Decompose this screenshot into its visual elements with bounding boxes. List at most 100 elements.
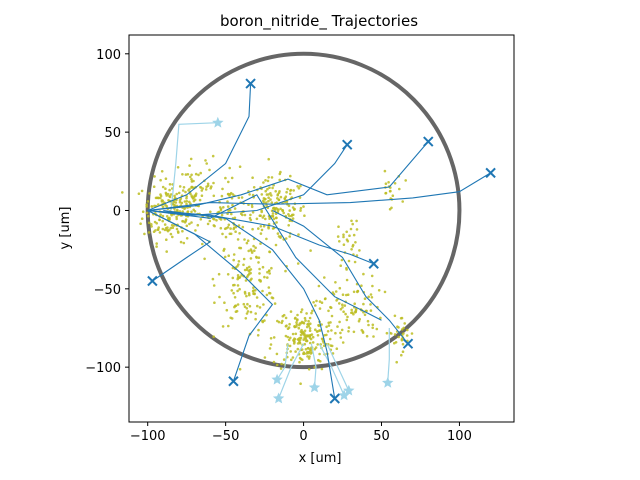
particle-point: [402, 326, 406, 330]
particle-point: [267, 199, 270, 203]
particle-point: [181, 210, 184, 213]
particle-point: [281, 209, 285, 212]
particle-point: [236, 238, 240, 241]
particle-point: [302, 352, 306, 356]
particle-point: [238, 165, 242, 168]
particle-point: [316, 343, 320, 346]
particle-point: [245, 307, 249, 310]
particle-point: [226, 205, 230, 208]
particle-point: [269, 192, 272, 195]
particle-point: [272, 207, 276, 210]
particle-point: [159, 193, 162, 196]
particle-point: [182, 241, 186, 245]
particle-point: [164, 191, 168, 195]
particle-point: [243, 290, 247, 294]
particle-point: [338, 320, 341, 324]
particle-point: [230, 212, 233, 216]
particle-point: [250, 249, 253, 253]
particle-point: [375, 327, 379, 331]
particle-point: [223, 227, 227, 231]
particle-point: [257, 256, 261, 260]
particle-point: [304, 319, 307, 322]
light-trajectory-line: [326, 343, 350, 391]
particle-point: [213, 301, 216, 305]
trajectory-end-x-marker: [423, 136, 434, 147]
particle-point: [377, 289, 381, 292]
particle-point: [243, 268, 247, 272]
particle-point: [385, 331, 389, 335]
particle-point: [362, 272, 365, 276]
particle-point: [289, 350, 293, 353]
particle-point: [286, 187, 289, 191]
y-tick-label: 50: [104, 126, 121, 141]
trajectory-line: [147, 209, 374, 265]
particle-point: [402, 332, 405, 335]
particle-point: [303, 214, 306, 217]
particle-point: [342, 233, 345, 236]
particle-point: [290, 358, 293, 362]
particle-point: [349, 227, 353, 231]
particle-point: [404, 179, 408, 182]
particle-point: [282, 313, 286, 317]
particle-point: [211, 154, 215, 158]
particle-point: [341, 293, 345, 297]
particle-point: [236, 274, 240, 277]
particle-point: [249, 213, 252, 217]
particle-point: [153, 220, 157, 224]
particle-point: [272, 217, 276, 221]
particle-point: [161, 199, 164, 202]
particle-point: [155, 245, 158, 248]
particle-point: [267, 196, 270, 199]
particle-point: [401, 350, 405, 354]
particle-point: [347, 259, 351, 263]
particle-point: [169, 232, 173, 236]
trajectory-end-x-marker: [228, 376, 239, 387]
particle-point: [297, 326, 301, 330]
particle-point: [329, 321, 332, 324]
particle-point: [336, 325, 339, 328]
particle-point: [262, 303, 265, 306]
particle-point: [365, 334, 369, 338]
particle-point: [295, 325, 298, 328]
x-tick-label: 50: [373, 429, 390, 444]
particle-point: [182, 186, 186, 189]
particle-point: [153, 204, 156, 208]
particle-point: [266, 187, 269, 191]
particle-point: [185, 237, 189, 240]
particle-point: [266, 179, 270, 183]
particle-point: [406, 328, 409, 332]
particle-point: [234, 225, 238, 229]
particle-point: [327, 309, 330, 313]
particle-point: [161, 185, 165, 189]
particle-point: [236, 277, 239, 281]
particle-point: [310, 311, 313, 315]
particle-point: [227, 180, 230, 184]
particle-point: [314, 328, 317, 332]
particle-point: [163, 223, 167, 226]
particle-point: [256, 334, 260, 337]
particle-point: [401, 342, 405, 346]
particle-point: [145, 203, 148, 206]
particle-point: [246, 310, 250, 313]
particle-point: [362, 302, 365, 306]
particle-point: [260, 228, 264, 232]
light-trajectory-line: [170, 122, 218, 211]
particle-point: [400, 353, 403, 357]
particle-point: [303, 342, 307, 346]
particle-point: [269, 343, 273, 346]
particle-point: [275, 363, 279, 367]
light-trajectory-line: [387, 328, 390, 383]
particle-point: [263, 275, 266, 279]
trajectory-line: [147, 172, 491, 212]
particle-point: [177, 191, 181, 195]
particle-point: [265, 293, 269, 297]
particle-point: [251, 176, 254, 179]
particle-point: [213, 224, 216, 228]
particle-point: [294, 350, 297, 353]
particle-point: [145, 211, 149, 215]
particle-point: [234, 230, 237, 233]
particle-point: [314, 304, 317, 307]
particle-point: [172, 224, 176, 227]
particle-point: [400, 316, 404, 320]
particle-point: [280, 321, 284, 325]
